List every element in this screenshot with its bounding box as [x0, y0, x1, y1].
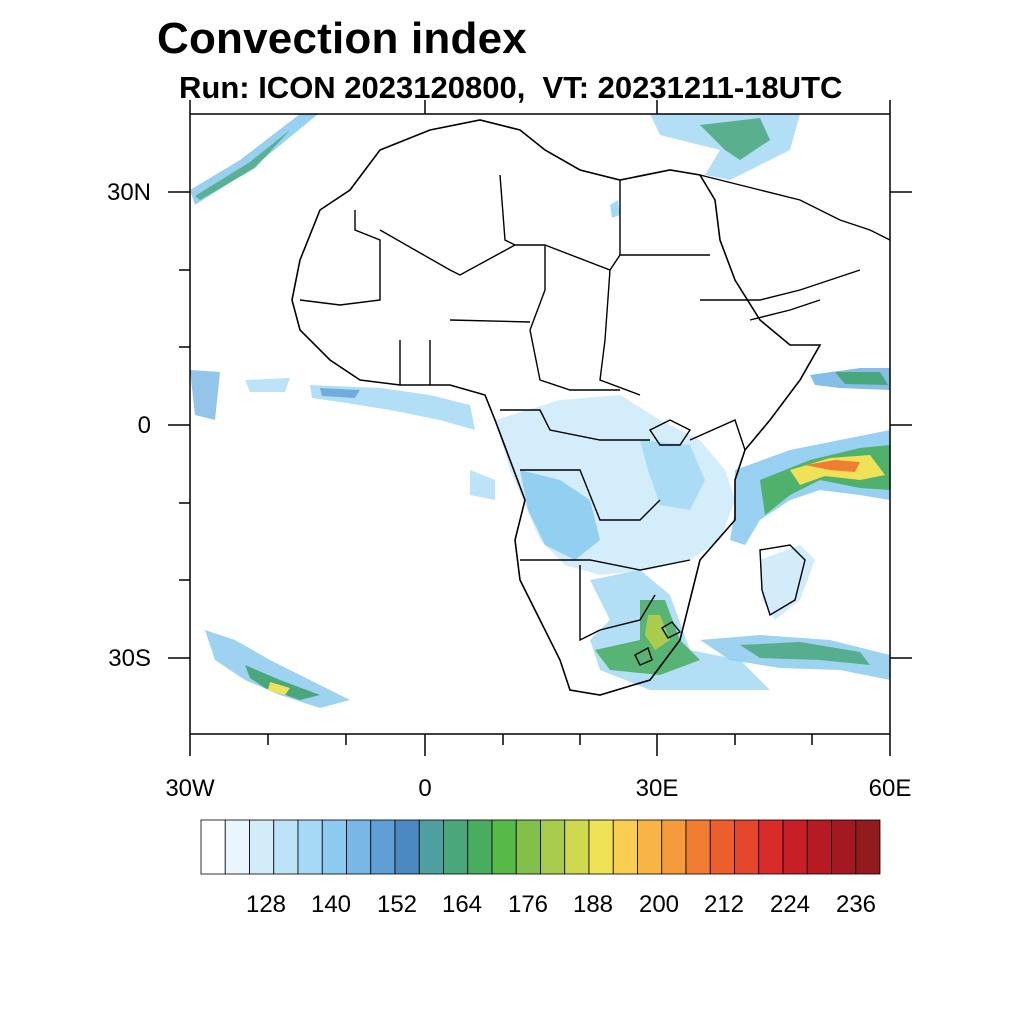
colorbar-swatch	[297, 819, 323, 875]
coastlines-and-borders	[291, 119, 890, 696]
colorbar-swatch	[370, 819, 396, 875]
colorbar-label: 152	[377, 891, 417, 918]
lon-label-30e: 30E	[636, 775, 679, 802]
colorbar-swatch	[782, 819, 808, 875]
map-subtitle: Run: ICON 2023120800, VT: 20231211-18UTC	[179, 70, 843, 105]
colorbar-swatch	[709, 819, 735, 875]
map-title: Convection index	[157, 14, 527, 63]
colorbar-label: 128	[246, 891, 286, 918]
colorbar-swatch	[418, 819, 444, 875]
colorbar-swatch	[540, 819, 566, 875]
colorbar	[200, 819, 881, 875]
colorbar-swatch	[661, 819, 687, 875]
colorbar-swatch	[200, 819, 226, 875]
colorbar-swatch	[394, 819, 420, 875]
convection-field	[190, 114, 890, 708]
colorbar-swatch	[612, 819, 638, 875]
colorbar-labels: 128 140 152 164 176 188 200 212 224 236	[246, 891, 876, 918]
colorbar-swatch	[321, 819, 347, 875]
lat-label-0: 0	[138, 412, 151, 439]
colorbar-label: 236	[836, 891, 876, 918]
lon-label-30w: 30W	[165, 775, 215, 802]
colorbar-swatch	[443, 819, 469, 875]
colorbar-swatch	[588, 819, 614, 875]
colorbar-swatch	[806, 819, 832, 875]
colorbar-swatch	[685, 819, 711, 875]
map-frame	[189, 113, 891, 735]
colorbar-label: 140	[311, 891, 351, 918]
colorbar-label: 224	[770, 891, 810, 918]
lon-label-60e: 60E	[869, 775, 912, 802]
colorbar-swatch	[224, 819, 250, 875]
lon-label-0: 0	[418, 775, 431, 802]
colorbar-label: 164	[442, 891, 482, 918]
colorbar-swatch	[564, 819, 590, 875]
colorbar-swatch	[346, 819, 372, 875]
lat-label-30n: 30N	[107, 179, 151, 206]
colorbar-label: 200	[639, 891, 679, 918]
colorbar-label: 176	[508, 891, 548, 918]
colorbar-swatch	[758, 819, 784, 875]
colorbar-swatch	[515, 819, 541, 875]
colorbar-swatch	[249, 819, 275, 875]
axis-ticks	[168, 100, 912, 756]
colorbar-swatch	[491, 819, 517, 875]
colorbar-swatch	[734, 819, 760, 875]
lat-label-30s: 30S	[108, 645, 151, 672]
colorbar-swatch	[637, 819, 663, 875]
colorbar-swatch	[467, 819, 493, 875]
colorbar-label: 188	[573, 891, 613, 918]
colorbar-label: 212	[704, 891, 744, 918]
colorbar-swatch	[273, 819, 299, 875]
colorbar-swatch	[831, 819, 857, 875]
colorbar-swatch	[855, 819, 881, 875]
